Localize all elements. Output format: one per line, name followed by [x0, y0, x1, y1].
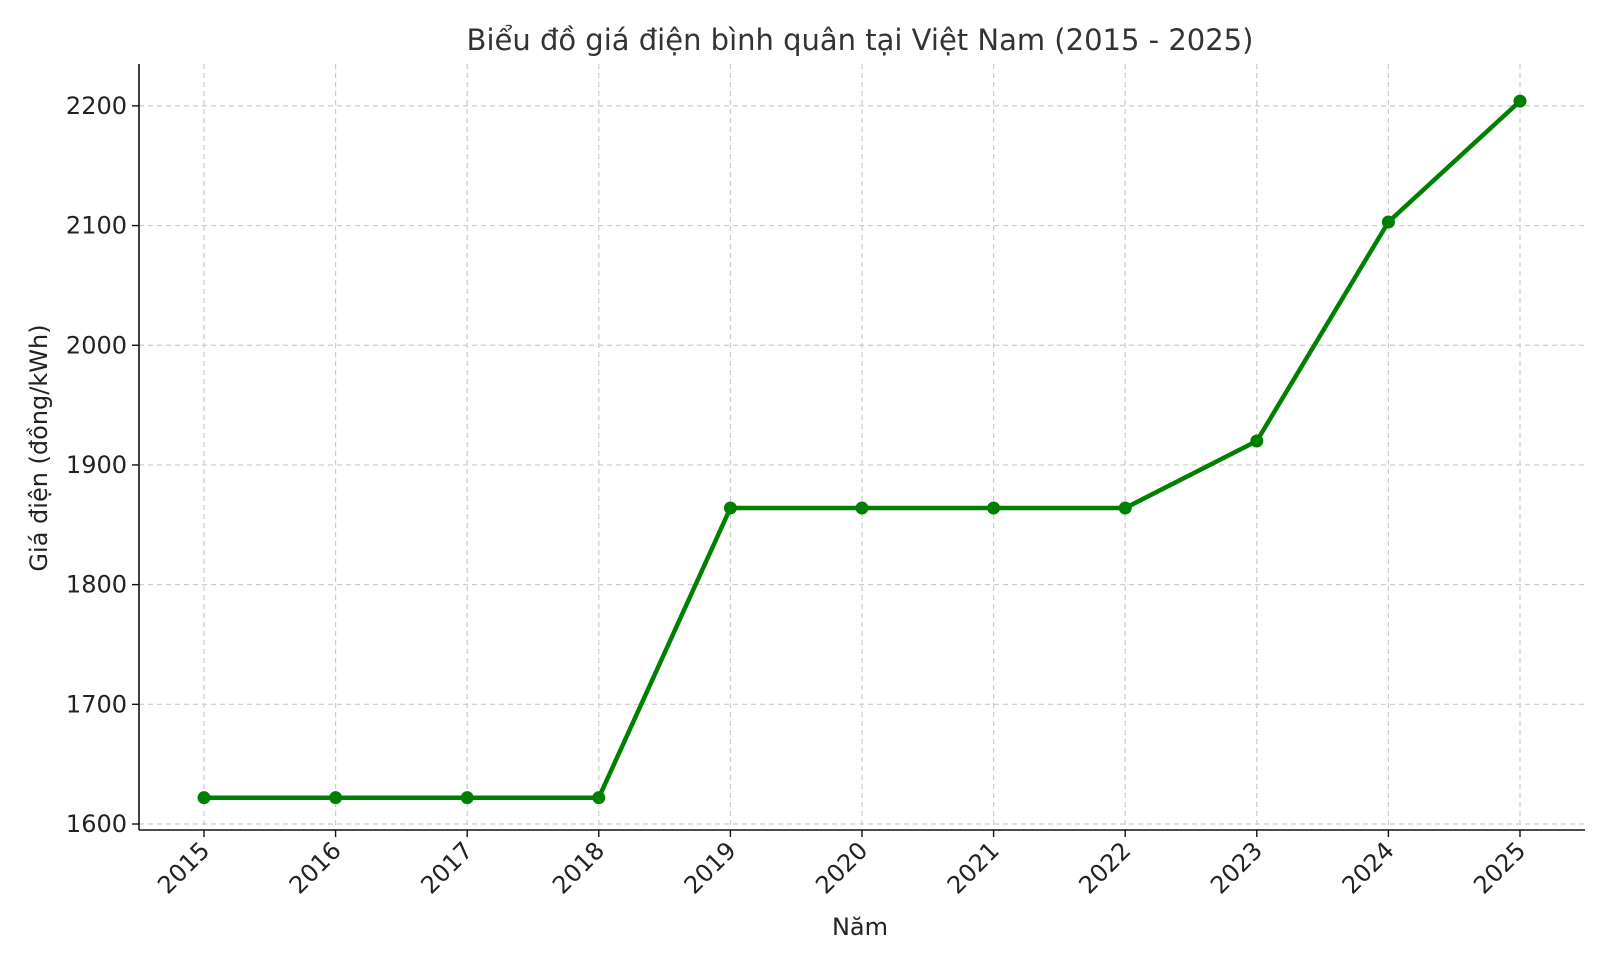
data-point-2024	[1381, 215, 1395, 229]
ticks: 1600 1700 1800 1900 2000 2100 2200 2015 2016 2017…	[66, 92, 1531, 900]
x-tick-label-2022: 2022	[1073, 836, 1136, 899]
x-tick-label-2024: 2024	[1337, 836, 1400, 899]
data-point-2025	[1513, 94, 1527, 108]
x-tick-label-2018: 2018	[547, 836, 610, 899]
x-tick-label-2016: 2016	[284, 836, 347, 899]
x-tick-label-2015: 2015	[152, 836, 215, 899]
data-point-2019	[723, 501, 737, 515]
data-point-2022	[1118, 501, 1132, 515]
data-point-2023	[1250, 434, 1264, 448]
data-point-2017	[460, 791, 474, 805]
x-tick-label-2020: 2020	[810, 836, 873, 899]
y-tick-label-2200: 2200	[66, 92, 127, 120]
y-tick-label-1900: 1900	[66, 451, 127, 479]
x-axis-label: Năm	[832, 913, 888, 941]
x-tick-label-2021: 2021	[942, 836, 1005, 899]
x-tick-label-2025: 2025	[1468, 836, 1531, 899]
y-tick-label-1700: 1700	[66, 690, 127, 718]
data-point-2015	[197, 791, 211, 805]
y-axis-label: Giá điện (đồng/kWh)	[25, 324, 53, 571]
y-tick-label-1800: 1800	[66, 571, 127, 599]
data-point-2020	[855, 501, 869, 515]
y-tick-label-2100: 2100	[66, 212, 127, 240]
x-tick-label-2019: 2019	[679, 836, 742, 899]
y-tick-label-1600: 1600	[66, 810, 127, 838]
x-tick-label-2023: 2023	[1205, 836, 1268, 899]
x-tick-label-2017: 2017	[415, 836, 478, 899]
series	[197, 94, 1527, 805]
series-line-0	[201, 98, 1523, 800]
y-tick-label-2000: 2000	[66, 331, 127, 359]
data-point-2016	[329, 791, 343, 805]
data-point-2018	[592, 791, 606, 805]
chart-title: Biểu đồ giá điện bình quân tại Việt Nam …	[467, 23, 1254, 57]
grid	[139, 64, 1585, 830]
data-point-2021	[987, 501, 1001, 515]
